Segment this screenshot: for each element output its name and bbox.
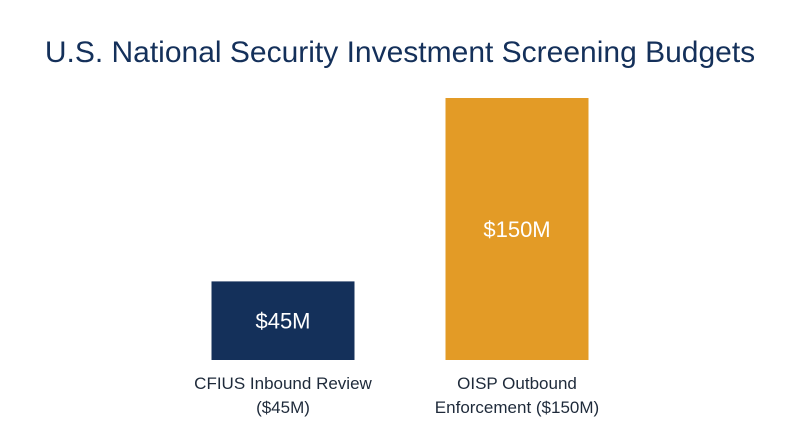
category-label-line: CFIUS Inbound Review [194, 374, 372, 393]
bar-1 [211, 281, 355, 360]
chart-title: U.S. National Security Investment Screen… [44, 36, 756, 69]
category-label-line: ($45M) [256, 398, 310, 417]
category-label-2: OISP Outbound Enforcement ($150M) [435, 374, 599, 417]
category-label-1: CFIUS Inbound Review ($45M) [194, 374, 372, 417]
category-label-line: OISP Outbound [457, 374, 577, 393]
bar-value-label-2: $150M [483, 217, 550, 242]
category-label-line: Enforcement ($150M) [435, 398, 599, 417]
bar-2 [445, 98, 589, 360]
bar-value-label-1: $45M [255, 309, 310, 334]
